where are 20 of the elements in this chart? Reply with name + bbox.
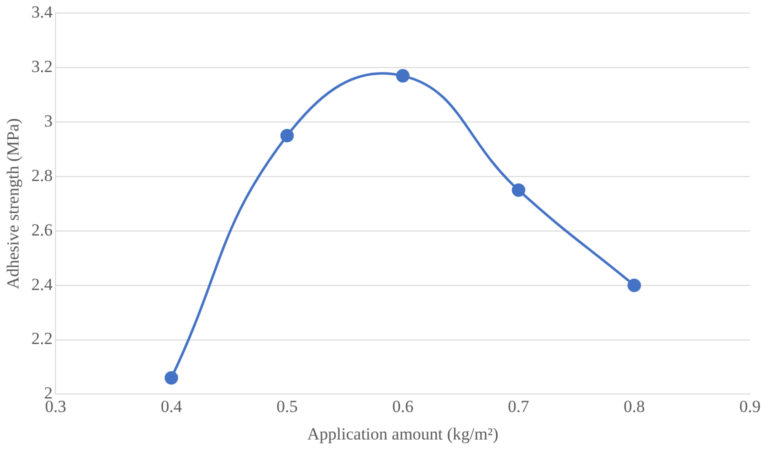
x-tick-label: 0.9: [739, 396, 761, 416]
y-tick-label: 3.4: [31, 2, 54, 22]
point: [628, 278, 642, 292]
y-tick-label: 3.2: [31, 57, 53, 76]
y-tick-label: 2.2: [31, 329, 53, 348]
point: [164, 371, 178, 385]
y-tick-label: 3: [44, 112, 53, 131]
y-tick-label: 2.8: [31, 166, 53, 185]
x-tick-label: 0.8: [624, 396, 645, 416]
x-tick-label: 0.4: [160, 396, 182, 416]
x-tick-label: 0.6: [392, 396, 414, 416]
x-tick-label: 0.5: [276, 396, 298, 416]
point: [280, 128, 294, 142]
point: [512, 183, 526, 197]
x-tick-label: 0.7: [508, 396, 530, 416]
y-tick-label: 2.6: [31, 220, 53, 240]
x-axis-title: Application amount (kg/m²): [307, 424, 498, 444]
point: [396, 69, 410, 83]
y-axis-title: Adhesive strength (MPa): [4, 118, 23, 290]
y-tick-label: 2.4: [31, 274, 54, 294]
